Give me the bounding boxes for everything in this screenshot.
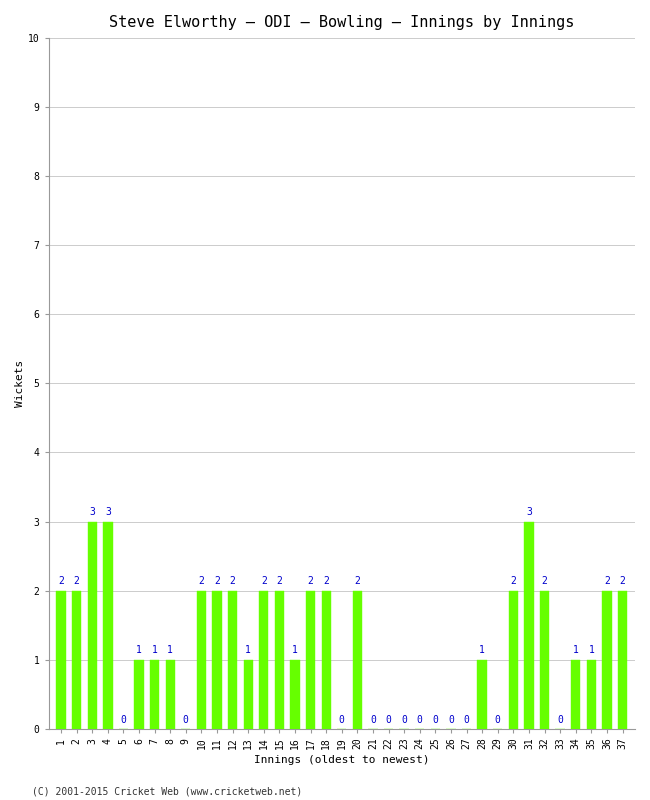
Bar (291, 660, 300, 729)
Text: 1: 1 (136, 646, 142, 655)
Bar (525, 522, 534, 729)
Text: 1: 1 (588, 646, 594, 655)
Bar (275, 590, 284, 729)
Text: 0: 0 (120, 714, 126, 725)
Text: 2: 2 (261, 577, 266, 586)
Text: 0: 0 (183, 714, 188, 725)
Bar (306, 590, 315, 729)
Bar (57, 590, 66, 729)
Text: 1: 1 (167, 646, 173, 655)
Bar (228, 590, 237, 729)
Text: 1: 1 (245, 646, 251, 655)
Bar (103, 522, 112, 729)
Bar (213, 590, 222, 729)
Text: 1: 1 (151, 646, 157, 655)
Y-axis label: Wickets: Wickets (15, 360, 25, 407)
Bar (88, 522, 97, 729)
Bar (353, 590, 362, 729)
Title: Steve Elworthy – ODI – Bowling – Innings by Innings: Steve Elworthy – ODI – Bowling – Innings… (109, 15, 575, 30)
Text: 0: 0 (557, 714, 563, 725)
Bar (478, 660, 487, 729)
Bar (603, 590, 612, 729)
Text: 2: 2 (541, 577, 547, 586)
Text: 0: 0 (448, 714, 454, 725)
Text: 1: 1 (573, 646, 578, 655)
Bar (540, 590, 549, 729)
Text: 0: 0 (401, 714, 407, 725)
Bar (150, 660, 159, 729)
Text: 2: 2 (276, 577, 282, 586)
Text: 2: 2 (619, 577, 625, 586)
Text: 0: 0 (339, 714, 345, 725)
Text: 3: 3 (526, 507, 532, 518)
Text: 2: 2 (229, 577, 235, 586)
Text: 0: 0 (417, 714, 423, 725)
Bar (618, 590, 627, 729)
Text: 0: 0 (463, 714, 469, 725)
Bar (244, 660, 253, 729)
Text: 2: 2 (354, 577, 360, 586)
Bar (259, 590, 268, 729)
Bar (166, 660, 175, 729)
Text: 2: 2 (510, 577, 516, 586)
Text: 2: 2 (73, 577, 79, 586)
Text: (C) 2001-2015 Cricket Web (www.cricketweb.net): (C) 2001-2015 Cricket Web (www.cricketwe… (32, 786, 303, 796)
Bar (322, 590, 331, 729)
Text: 0: 0 (495, 714, 501, 725)
Bar (135, 660, 144, 729)
Bar (72, 590, 81, 729)
Bar (509, 590, 518, 729)
Text: 3: 3 (105, 507, 111, 518)
Text: 2: 2 (307, 577, 313, 586)
Text: 2: 2 (58, 577, 64, 586)
Text: 1: 1 (479, 646, 485, 655)
X-axis label: Innings (oldest to newest): Innings (oldest to newest) (254, 755, 430, 765)
Bar (571, 660, 580, 729)
Bar (587, 660, 596, 729)
Text: 2: 2 (604, 577, 610, 586)
Text: 2: 2 (198, 577, 204, 586)
Bar (197, 590, 206, 729)
Text: 2: 2 (323, 577, 329, 586)
Text: 1: 1 (292, 646, 298, 655)
Text: 0: 0 (432, 714, 438, 725)
Text: 0: 0 (385, 714, 391, 725)
Text: 2: 2 (214, 577, 220, 586)
Text: 0: 0 (370, 714, 376, 725)
Text: 3: 3 (89, 507, 95, 518)
